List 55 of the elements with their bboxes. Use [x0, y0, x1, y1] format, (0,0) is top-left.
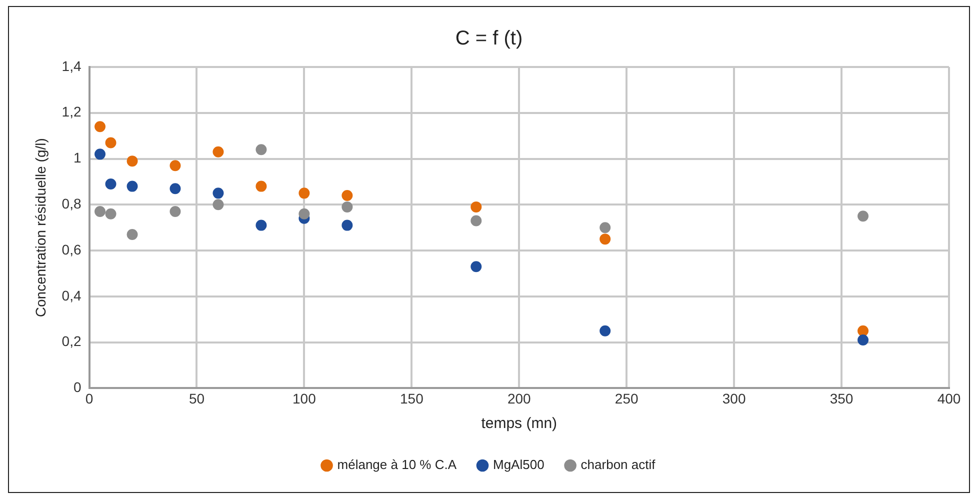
x-tick-label: 350 [830, 390, 854, 406]
x-tick-label: 300 [722, 390, 746, 406]
y-tick-label: 0,4 [62, 287, 82, 304]
y-tick-label: 1 [73, 150, 82, 166]
y-axis-title: Concentration résiduelle (g/l) [32, 138, 48, 318]
point [212, 199, 224, 210]
point [126, 228, 138, 240]
x-tick-label: 50 [188, 390, 205, 406]
point [858, 325, 869, 336]
point [600, 234, 611, 245]
point [858, 334, 869, 346]
point [600, 222, 611, 234]
y-tick-label: 0,6 [62, 241, 82, 258]
legend-label: charbon actif [580, 457, 656, 472]
legend-label: MgAl500 [492, 457, 544, 472]
point [600, 325, 611, 336]
x-tick-label: 200 [507, 390, 532, 406]
point [470, 215, 482, 226]
point [94, 121, 106, 132]
point [126, 180, 138, 192]
legend-label: mélange à 10 % C.A [337, 457, 457, 472]
point [105, 208, 116, 220]
point [470, 261, 482, 272]
y-tick-label: 0,8 [62, 196, 82, 212]
point [256, 220, 267, 231]
point [105, 137, 116, 148]
x-tick-label: 150 [400, 390, 424, 406]
point [212, 188, 224, 199]
point [298, 188, 310, 199]
point [170, 160, 181, 172]
point [298, 208, 310, 220]
x-axis-title: temps (mn) [481, 415, 558, 432]
x-tick-label: 100 [292, 390, 316, 406]
point [470, 201, 482, 212]
chart-title: C = f (t) [455, 28, 523, 50]
point [126, 156, 138, 167]
point [170, 206, 181, 218]
x-tick-label: 400 [937, 390, 961, 406]
point [105, 178, 116, 190]
point [342, 220, 353, 231]
point [94, 206, 106, 218]
y-tick-label: 0,2 [62, 333, 82, 350]
point [256, 180, 267, 192]
point [256, 144, 267, 156]
point [170, 183, 181, 194]
point [342, 201, 353, 212]
x-tick-label: 0 [85, 390, 94, 406]
point [212, 146, 224, 158]
y-tick-label: 1,2 [62, 104, 82, 120]
y-tick-label: 1,4 [62, 58, 82, 74]
y-tick-label: 0 [73, 379, 82, 396]
point [94, 148, 106, 160]
point [858, 210, 869, 222]
x-tick-label: 250 [614, 390, 638, 406]
point [342, 190, 353, 201]
